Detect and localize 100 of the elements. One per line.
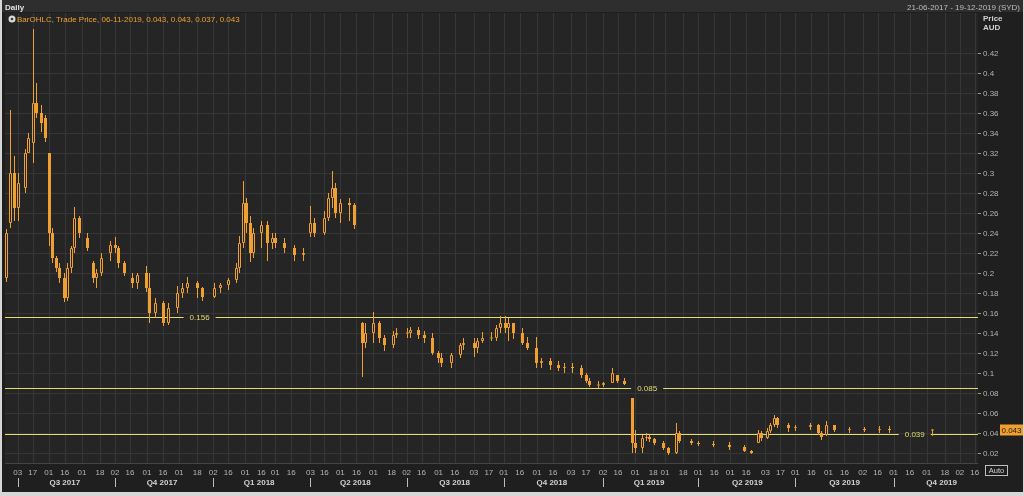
x-tick-label: 01 <box>824 468 834 477</box>
candlestick <box>154 297 157 319</box>
y-tick-label: 0.22 <box>983 248 1000 258</box>
x-tick-label: 01 <box>532 468 542 477</box>
candlestick <box>242 180 245 249</box>
candlestick <box>481 331 484 344</box>
x2-tick-label: Q3 2018 <box>439 478 471 487</box>
x-tick-label: 16 <box>806 468 817 477</box>
text: 21-06-2017 - 19-12-2019 (SYD) <box>907 2 1021 12</box>
y-tick-label: 0.26 <box>983 208 1000 218</box>
x-tick-label: 01 <box>434 468 444 477</box>
x-tick-label: 03 <box>306 468 316 477</box>
x-tick-label: 16 <box>223 468 234 477</box>
candlestick <box>181 282 184 299</box>
candlestick <box>66 262 69 302</box>
x-tick-label: 16 <box>256 468 267 477</box>
x-tick-label: 18 <box>95 468 106 477</box>
candlestick <box>348 198 351 221</box>
x-tick-label: 03 <box>566 468 577 477</box>
x-tick-label: 02 <box>208 468 219 477</box>
candlestick <box>219 282 222 294</box>
candlestick <box>809 422 812 431</box>
x-tick-label: 16 <box>905 468 915 477</box>
candlestick <box>100 252 103 277</box>
x-tick-label: 01 <box>369 468 379 477</box>
y-tick-label: 0.32 <box>983 148 1000 158</box>
candlestick <box>597 380 600 389</box>
candlestick <box>409 326 412 339</box>
y-tick-label: 0.06 <box>983 408 1000 418</box>
y-tick-label: 0.36 <box>983 108 1000 118</box>
x-tick-label: 01 <box>630 468 641 477</box>
x-tick-label: 18 <box>648 468 659 477</box>
candlestick <box>825 420 828 437</box>
candlestick <box>757 429 760 444</box>
y-axis-title: Price AUD <box>983 14 1004 32</box>
x-tick-label: 16 <box>515 468 525 477</box>
candlestick <box>602 381 605 388</box>
candlestick <box>476 337 479 354</box>
x-tick-label: 16 <box>840 468 850 477</box>
x-tick-label: 03 <box>13 468 23 477</box>
y-tick-label: 0.2 <box>983 268 995 278</box>
candlestick <box>773 414 776 428</box>
candlestick <box>176 285 179 314</box>
x-tick-label: 03 <box>469 468 479 477</box>
candlestick <box>32 28 35 164</box>
x2-tick-label: Q2 2018 <box>339 478 372 487</box>
chart-title: Daily <box>5 2 25 12</box>
y-tick-label: 0.14 <box>983 328 1000 338</box>
x-tick-label: 18 <box>940 468 950 477</box>
x-tick-label: 16 <box>319 468 330 477</box>
y-tick-label: 0.18 <box>983 288 1000 298</box>
chart-subtitle: BarOHLC, Trade Price, 06-11-2019, 0.043, 0.043, 0.037, 0.043 <box>17 14 241 24</box>
candlestick <box>136 272 139 290</box>
candlestick <box>392 330 395 349</box>
x-tick-label: 16 <box>286 468 297 477</box>
y-tick-label: 0.04 <box>983 428 1000 438</box>
x-tick-label: 16 <box>613 468 624 477</box>
candlestick <box>675 422 678 455</box>
candlestick <box>540 357 543 369</box>
x-tick-label: 01 <box>660 468 671 477</box>
candlestick <box>766 427 769 440</box>
x-tick-label: 16 <box>709 468 720 477</box>
x-tick-label: 18 <box>678 468 689 477</box>
candlestick <box>507 317 510 342</box>
x-tick-label: 16 <box>970 468 980 477</box>
x-tick-label: 17 <box>775 468 786 477</box>
x2-tick-label: Q2 2019 <box>731 478 764 487</box>
x-tick-label: 16 <box>417 468 427 477</box>
candlestick <box>888 426 891 433</box>
x2-tick-label: Q1 2018 <box>243 478 276 487</box>
candlestick <box>227 277 230 291</box>
candlestick <box>931 429 934 437</box>
y-tick-label: 0.02 <box>983 448 1000 458</box>
candlestick <box>9 109 12 229</box>
x-tick-label: 17 <box>484 468 494 477</box>
candlestick <box>260 220 263 249</box>
candlestick <box>495 324 498 342</box>
x2-tick-label: Q3 2019 <box>829 478 861 487</box>
candlestick <box>167 302 170 326</box>
candlestick <box>372 311 375 344</box>
x-tick-label: 16 <box>873 468 883 477</box>
x-tick-label: 18 <box>387 468 397 477</box>
x-tick-label: 01 <box>142 468 153 477</box>
x2-tick-label: Q4 2019 <box>926 478 958 487</box>
x-tick-label: 16 <box>60 468 70 477</box>
x-tick-label: 01 <box>889 468 899 477</box>
x-tick-label: 16 <box>741 468 752 477</box>
x-tick-label: 01 <box>174 468 185 477</box>
y-tick-label: 0.3 <box>983 168 995 178</box>
y-tick-label: 0.28 <box>983 188 1000 198</box>
y-tick-label: 0.24 <box>983 228 1000 238</box>
y-tick-label: 0.42 <box>983 48 1000 58</box>
x-tick-label: 01 <box>499 468 509 477</box>
y-tick-label: 0.38 <box>983 88 1000 98</box>
candlestick <box>611 367 614 384</box>
x-tick-label: 03 <box>761 468 771 477</box>
candlestick <box>213 282 216 299</box>
x2-tick-label: Q4 2018 <box>536 478 568 487</box>
x-tick-label: 02 <box>402 468 412 477</box>
candlestick <box>323 210 326 236</box>
